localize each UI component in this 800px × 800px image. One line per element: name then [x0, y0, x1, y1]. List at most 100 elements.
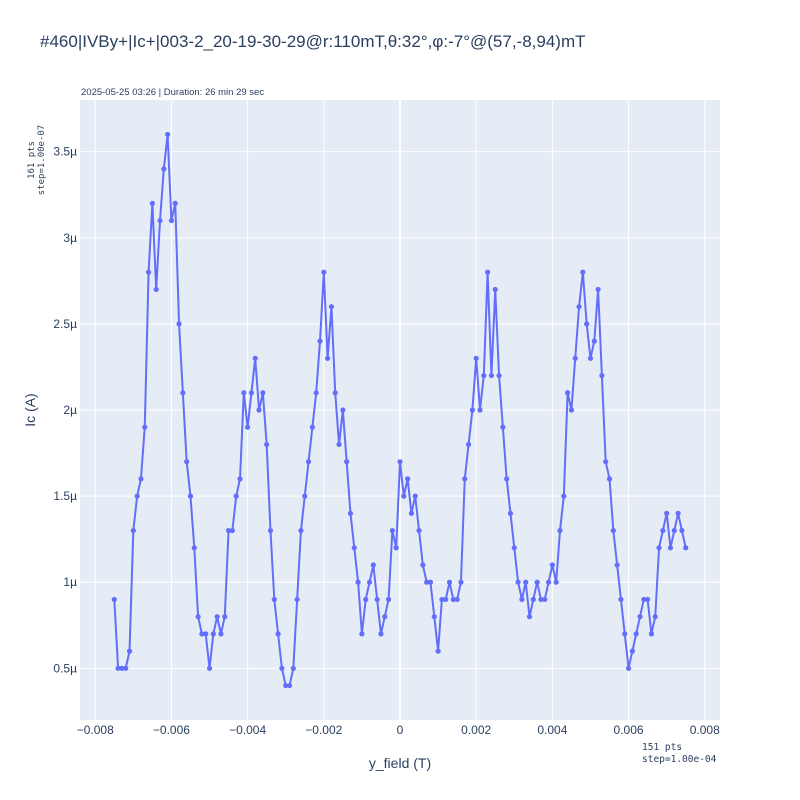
data-point — [427, 579, 434, 585]
y-tick-label: 0.5µ — [53, 661, 77, 675]
data-point — [645, 596, 651, 603]
data-point — [580, 269, 586, 275]
x-points-count: 151 pts — [642, 742, 683, 753]
data-point — [454, 596, 460, 603]
data-point — [355, 579, 361, 585]
x-tick-label: −0.006 — [153, 723, 190, 737]
data-point — [496, 372, 502, 379]
data-point — [568, 407, 575, 413]
data-point — [248, 390, 255, 396]
data-point — [534, 579, 540, 585]
data-point — [161, 166, 167, 172]
data-point — [313, 390, 319, 396]
data-point — [385, 596, 392, 603]
data-point — [481, 372, 487, 379]
data-point — [222, 614, 228, 620]
x-axis-label: y_field (T) — [368, 755, 432, 771]
data-point — [187, 493, 194, 499]
series-markers — [111, 131, 689, 689]
data-point — [538, 596, 544, 603]
data-point — [549, 562, 555, 568]
data-point — [504, 476, 510, 482]
data-point — [305, 459, 312, 465]
data-point — [180, 390, 186, 396]
data-point — [606, 476, 613, 482]
data-point — [184, 459, 190, 465]
data-point — [656, 545, 662, 551]
x-tick-label: 0.002 — [461, 723, 491, 737]
chart-title: #460|IVBy+|Ic+|003-2_20-19-30-29@r:110mT… — [40, 32, 586, 51]
data-point — [584, 321, 590, 327]
data-point — [450, 596, 456, 603]
data-point — [325, 355, 331, 361]
data-point — [424, 579, 430, 585]
data-point — [264, 441, 270, 448]
data-point — [363, 596, 369, 603]
data-point — [603, 459, 609, 465]
data-point — [191, 545, 197, 551]
data-point — [218, 631, 224, 637]
data-point — [233, 493, 239, 499]
data-point — [267, 527, 274, 534]
data-point — [256, 407, 262, 413]
data-point — [458, 579, 464, 585]
data-point — [347, 510, 354, 516]
data-point — [206, 665, 213, 671]
data-point — [229, 527, 235, 534]
data-point — [515, 579, 521, 585]
data-point — [145, 269, 152, 275]
data-point — [149, 200, 155, 206]
data-point — [374, 596, 380, 603]
data-point — [199, 631, 205, 637]
data-point — [485, 269, 491, 275]
data-point — [625, 665, 632, 671]
data-point — [443, 596, 449, 603]
x-tick-label: −0.004 — [229, 723, 266, 737]
data-point — [542, 596, 548, 603]
data-point — [622, 631, 628, 637]
data-point — [203, 631, 209, 637]
data-point — [435, 648, 441, 654]
data-point — [492, 286, 498, 293]
y-tick-label: 3.5µ — [53, 145, 77, 159]
data-point — [279, 665, 285, 671]
data-point — [275, 631, 281, 637]
data-point — [576, 304, 582, 310]
data-point — [351, 545, 357, 551]
data-point — [557, 527, 563, 534]
data-point — [271, 596, 277, 603]
y-tick-label: 2µ — [63, 403, 77, 417]
data-point — [610, 527, 616, 534]
x-tick-label: 0.006 — [614, 723, 644, 737]
data-point — [648, 631, 655, 637]
data-point — [572, 355, 578, 361]
data-point — [561, 493, 567, 499]
x-step: step=1.00e-04 — [642, 754, 717, 765]
y-axis-label: Ic (A) — [22, 393, 38, 427]
x-tick-label: 0.004 — [537, 723, 567, 737]
data-point — [462, 476, 468, 482]
data-point — [473, 355, 479, 361]
chart-subtitle: 2025-05-25 03:26 | Duration: 26 min 29 s… — [81, 87, 265, 98]
data-point — [679, 527, 685, 534]
data-point — [370, 562, 376, 568]
data-point — [565, 390, 571, 396]
data-point — [660, 527, 666, 534]
data-point — [340, 407, 346, 413]
data-point — [283, 682, 289, 689]
data-point — [245, 424, 251, 430]
data-point — [397, 459, 403, 465]
data-point — [237, 476, 243, 482]
data-point — [328, 304, 335, 310]
data-point — [168, 217, 175, 224]
data-point — [286, 682, 293, 689]
y-points-count: 161 pts — [27, 141, 37, 179]
data-point — [378, 631, 384, 637]
data-point — [507, 510, 514, 516]
data-point — [332, 390, 338, 396]
data-point — [465, 441, 472, 448]
data-point — [126, 648, 133, 654]
data-point — [633, 631, 639, 637]
x-tick-label: 0.008 — [690, 723, 720, 737]
data-point — [153, 286, 159, 293]
